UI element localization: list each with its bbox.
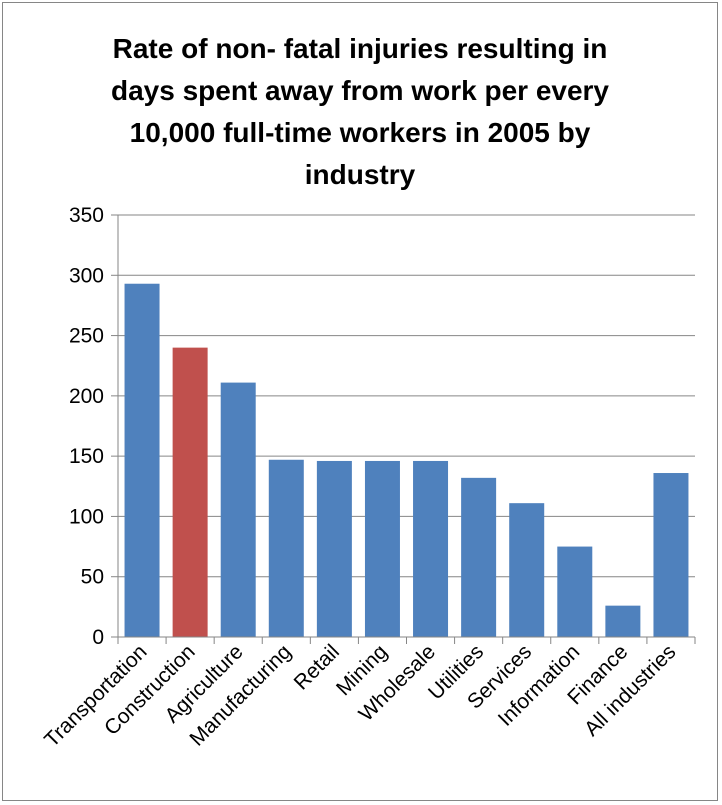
y-tick-label: 50 bbox=[81, 566, 104, 589]
bar-manufacturing bbox=[268, 459, 304, 637]
bar-information bbox=[557, 546, 593, 637]
x-axis-category-labels: TransportationConstructionAgricultureMan… bbox=[40, 640, 680, 751]
axes bbox=[111, 214, 696, 644]
bar-services bbox=[509, 503, 545, 637]
chart-title-line-1: Rate of non- fatal injuries resulting in bbox=[112, 33, 608, 64]
gridlines bbox=[118, 214, 695, 578]
y-tick-label: 0 bbox=[92, 626, 104, 649]
y-tick-label: 300 bbox=[69, 264, 104, 287]
chart-title-line-4: industry bbox=[304, 159, 416, 190]
y-tick-label: 250 bbox=[69, 325, 104, 348]
bar-utilities bbox=[461, 477, 497, 637]
bar-agriculture bbox=[220, 382, 256, 637]
bar-transportation bbox=[124, 283, 160, 637]
bar-mining bbox=[364, 460, 400, 637]
y-tick-label: 350 bbox=[69, 204, 104, 227]
y-axis-tick-labels: 0 50 100 150 200 250 300 350 bbox=[69, 204, 104, 649]
y-tick-label: 100 bbox=[69, 505, 104, 528]
bar-retail bbox=[316, 460, 352, 637]
bar-construction bbox=[172, 347, 208, 637]
bar-wholesale bbox=[413, 460, 449, 637]
chart-title-line-3: 10,000 full-time workers in 2005 by bbox=[129, 117, 591, 148]
y-tick-label: 200 bbox=[69, 385, 104, 408]
bars bbox=[124, 283, 689, 637]
y-tick-label: 150 bbox=[69, 445, 104, 468]
chart-title-line-2: days spent away from work per every bbox=[111, 75, 609, 106]
bar-all-industries bbox=[653, 473, 689, 637]
bar-finance bbox=[605, 605, 641, 637]
chart-title: Rate of non- fatal injuries resulting in… bbox=[60, 28, 660, 196]
